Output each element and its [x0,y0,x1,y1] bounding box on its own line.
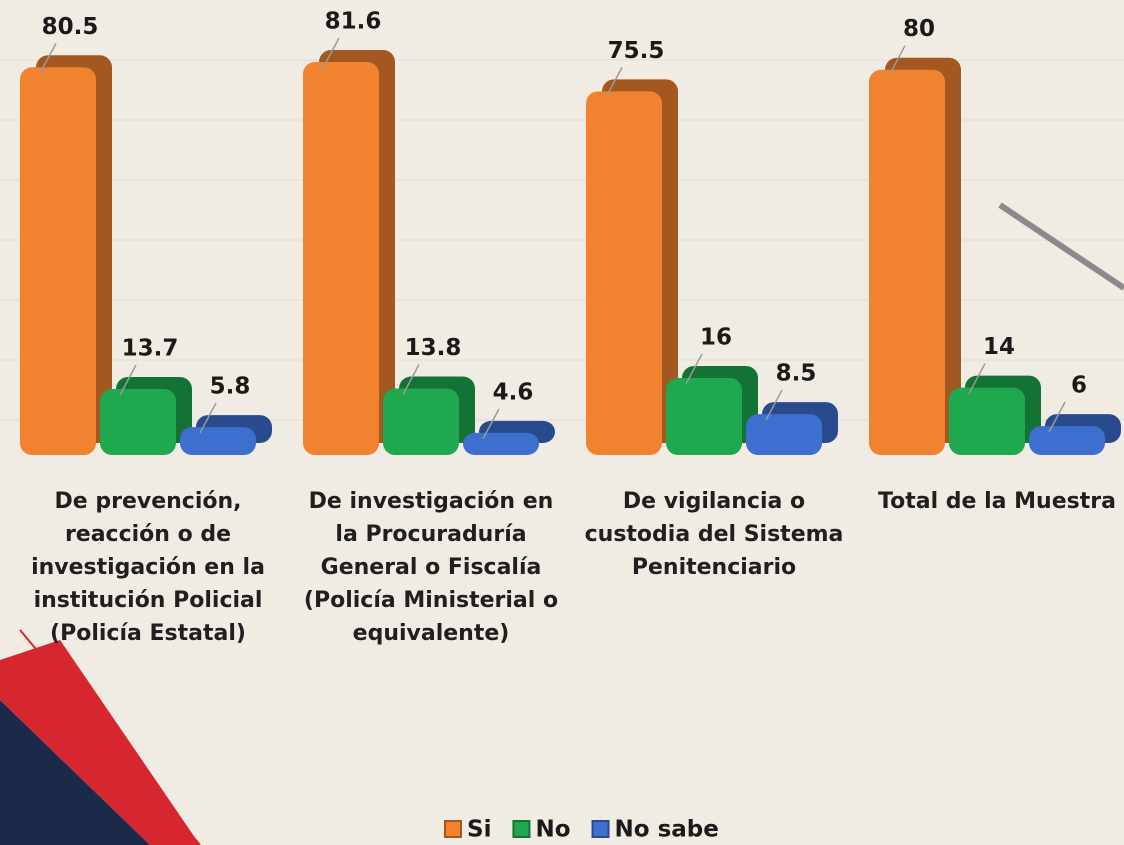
bar [20,67,96,455]
category-label: De vigilancia o custodia del Sistema Pen… [583,485,845,584]
value-label: 13.7 [122,336,179,362]
value-label: 80.5 [42,14,99,40]
value-label: 16 [700,324,732,350]
value-label: 5.8 [210,374,251,400]
bar [666,378,742,455]
category-label: De investigación en la Procuraduría Gene… [300,485,562,650]
legend-swatch [445,821,461,837]
bar [1029,426,1105,455]
bar [383,389,459,455]
bar [949,388,1025,455]
value-label: 6 [1071,373,1087,399]
legend-label: Si [467,817,491,843]
value-label: 4.6 [493,379,534,405]
legend-swatch [513,821,529,837]
chart: 80.5 13.7 5.8 81.6 13.8 4.6 75.5 16 8.5 80 14 6 Si No… [0,0,1124,845]
value-label: 8.5 [776,361,817,387]
decor-gray-line [1000,205,1124,288]
bar [463,433,539,455]
value-label: 75.5 [608,38,665,64]
bar [869,70,945,455]
value-label: 80 [903,16,935,42]
bar [100,389,176,455]
legend-swatch [593,821,609,837]
legend-label: No [535,817,570,843]
value-label: 13.8 [405,335,462,361]
category-label: De prevención, reacción o de investigaci… [17,485,279,650]
bar [586,91,662,455]
value-label: 81.6 [325,9,382,35]
value-label: 14 [983,334,1015,360]
bar [303,62,379,455]
bar [180,427,256,455]
bar [746,414,822,455]
page: 80.5 13.7 5.8 81.6 13.8 4.6 75.5 16 8.5 80 14 6 Si No… [0,0,1124,845]
legend-label: No sabe [615,817,719,843]
category-label: Total de la Muestra [866,485,1124,518]
